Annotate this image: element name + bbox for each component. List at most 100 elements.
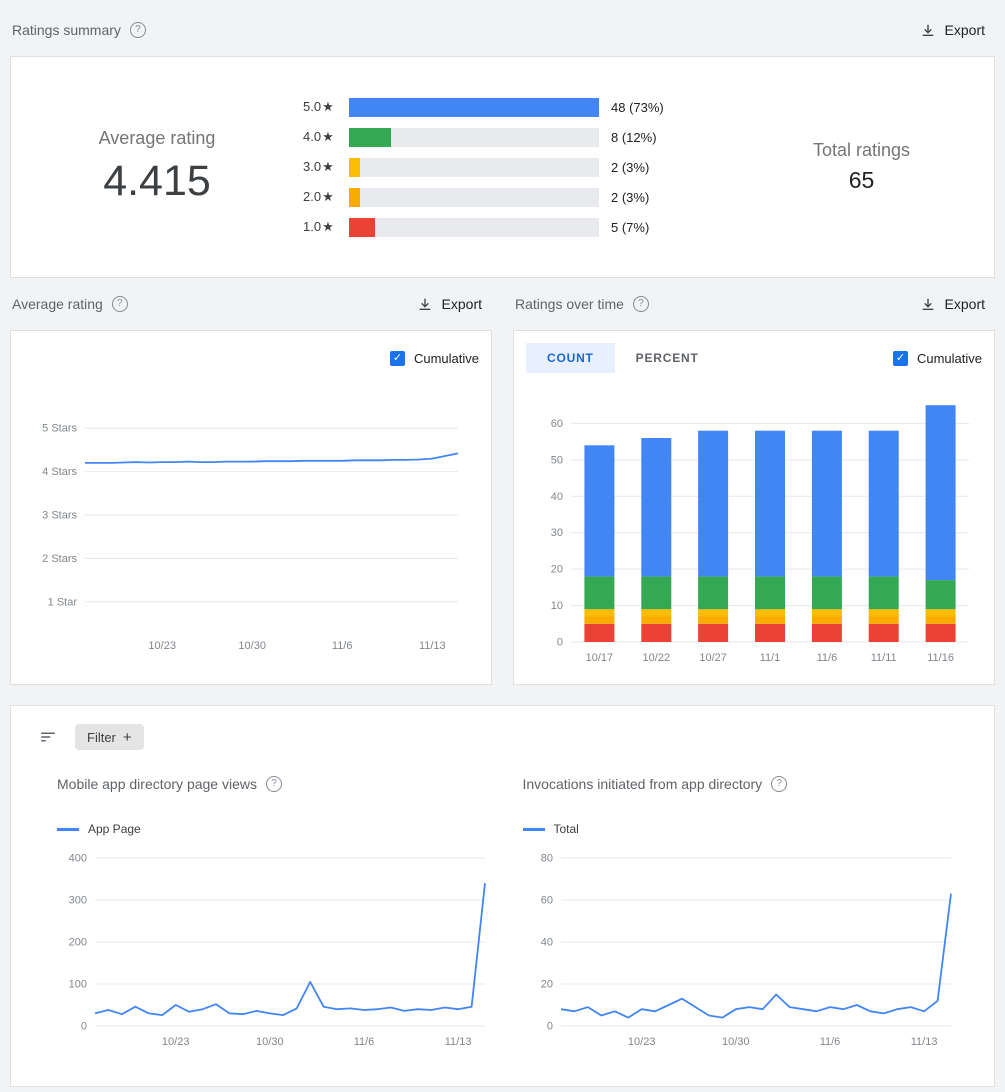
cumulative-checkbox[interactable]: ✓ Cumulative <box>892 350 982 366</box>
cumulative-label: Cumulative <box>413 350 479 366</box>
rating-bar-track <box>349 157 599 177</box>
help-icon[interactable]: ? <box>771 776 788 792</box>
star-icon: ★ <box>322 129 334 144</box>
help-icon[interactable]: ? <box>129 22 146 38</box>
rating-bar-row: 1.0★ 5 (7%) <box>303 212 729 242</box>
rating-count-label: 2 (3%) <box>611 159 650 175</box>
cumulative-checkbox[interactable]: ✓ Cumulative <box>389 350 479 366</box>
filter-list-icon[interactable] <box>39 728 57 746</box>
app-directory-card: Filter + Mobile app directory page views… <box>10 705 995 1087</box>
svg-text:3 Stars: 3 Stars <box>42 510 77 522</box>
invocations-legend: Total <box>522 822 949 836</box>
svg-text:30: 30 <box>551 527 563 539</box>
svg-text:400: 400 <box>69 853 87 865</box>
ratings-over-time-chart-card: COUNT PERCENT ✓ Cumulative 0 10 20 30 40 50 60… <box>513 330 995 685</box>
svg-text:1 Star: 1 Star <box>48 596 78 608</box>
download-icon <box>922 24 933 36</box>
charts-row: Average rating ? Export ✓ Cumulative 5 S… <box>10 278 995 685</box>
legend-line-icon <box>57 827 79 831</box>
rating-bar-row: 5.0★ 48 (73%) <box>303 92 729 122</box>
svg-text:11/6: 11/6 <box>354 1036 375 1048</box>
legend-label: Total <box>553 822 579 836</box>
invocations-title: Invocations initiated from app directory <box>522 776 763 792</box>
rating-bar-fill <box>349 127 391 147</box>
rating-count-label: 8 (12%) <box>611 129 657 145</box>
rating-bar-fill <box>349 97 599 117</box>
ratings-over-time-bar-chart: 0 10 20 30 40 50 60 10/17 10/22 10/27 11/1 11/6 11/1… <box>551 405 969 664</box>
invocations-panel: Invocations initiated from app directory… <box>522 764 952 1065</box>
svg-text:10/23: 10/23 <box>148 640 176 652</box>
svg-text:10/30: 10/30 <box>256 1036 284 1048</box>
svg-text:100: 100 <box>69 979 87 991</box>
bottom-charts-row: Mobile app directory page views ? App Pa… <box>31 764 974 1065</box>
svg-text:0: 0 <box>546 1021 552 1033</box>
star-icon: ★ <box>322 159 334 174</box>
page-views-panel: Mobile app directory page views ? App Pa… <box>57 764 486 1065</box>
rating-stars-label: 1.0★ <box>303 219 334 234</box>
svg-text:0: 0 <box>557 637 563 649</box>
export-button-average-rating[interactable]: Export <box>409 290 490 318</box>
plus-icon: + <box>122 728 132 746</box>
star-icon: ★ <box>322 99 334 114</box>
page-views-legend: App Page <box>57 822 483 836</box>
rating-stars-label: 5.0★ <box>303 99 334 114</box>
rating-bar-track <box>349 187 599 207</box>
export-button-summary[interactable]: Export <box>912 16 993 44</box>
svg-text:11/16: 11/16 <box>927 652 954 664</box>
checkbox-checked-icon: ✓ <box>892 350 908 366</box>
tab-count[interactable]: COUNT <box>526 343 615 373</box>
svg-text:10/22: 10/22 <box>643 652 671 664</box>
rating-stars-label: 2.0★ <box>303 189 334 204</box>
ratings-over-time-header: Ratings over time ? Export <box>513 278 995 330</box>
svg-text:4 Stars: 4 Stars <box>42 466 77 478</box>
star-icon: ★ <box>322 219 334 234</box>
svg-text:0: 0 <box>81 1021 87 1033</box>
legend-line-icon <box>522 827 545 831</box>
rating-stars-label: 3.0★ <box>303 159 334 174</box>
export-label: Export <box>944 22 985 38</box>
svg-text:10/23: 10/23 <box>162 1036 190 1048</box>
svg-text:10/30: 10/30 <box>238 640 266 652</box>
svg-text:2 Stars: 2 Stars <box>42 553 77 565</box>
ratings-summary-header: Ratings summary ? Export <box>10 4 995 56</box>
average-rating-line-chart: 5 Stars 4 Stars 3 Stars 2 Stars 1 Star 10/23 1… <box>42 423 459 652</box>
rating-bar-track <box>349 127 599 147</box>
export-button-ratings-over-time[interactable]: Export <box>912 290 993 318</box>
svg-text:10/23: 10/23 <box>627 1036 655 1048</box>
rating-bar-row: 3.0★ 2 (3%) <box>303 152 729 182</box>
rating-distribution: 5.0★ 48 (73%) 4.0★ 8 (12%) 3.0★ 2 (3%) 2.0★ 2 (… <box>303 92 729 242</box>
checkbox-checked-icon: ✓ <box>389 350 405 366</box>
help-icon[interactable]: ? <box>632 296 649 312</box>
svg-text:11/11: 11/11 <box>871 652 897 664</box>
average-rating-label: Average rating <box>98 128 216 148</box>
svg-text:11/13: 11/13 <box>419 640 446 652</box>
svg-text:40: 40 <box>540 937 552 949</box>
total-ratings-value: 65 <box>848 167 875 193</box>
svg-text:60: 60 <box>540 895 552 907</box>
average-rating-block: Average rating 4.415 <box>11 128 303 206</box>
filter-label: Filter <box>87 729 116 745</box>
download-icon <box>922 298 933 310</box>
svg-text:11/1: 11/1 <box>760 652 781 664</box>
ratings-over-time-panel: Ratings over time ? Export COUNT PERCENT… <box>513 278 995 685</box>
svg-text:10: 10 <box>551 600 563 612</box>
svg-text:40: 40 <box>551 491 563 503</box>
help-icon[interactable]: ? <box>266 776 282 792</box>
rating-count-label: 2 (3%) <box>611 189 650 205</box>
rating-bar-track <box>349 217 599 237</box>
svg-text:300: 300 <box>69 895 87 907</box>
svg-text:11/13: 11/13 <box>445 1036 472 1048</box>
rating-bar-fill <box>349 187 360 207</box>
rating-count-label: 48 (73%) <box>611 99 664 115</box>
svg-text:80: 80 <box>540 853 552 865</box>
svg-text:10/17: 10/17 <box>586 652 614 664</box>
svg-text:11/6: 11/6 <box>819 1036 840 1048</box>
cumulative-label: Cumulative <box>916 350 982 366</box>
total-ratings-block: Total ratings 65 <box>729 140 994 194</box>
svg-text:5 Stars: 5 Stars <box>42 423 77 435</box>
rating-bar-row: 2.0★ 2 (3%) <box>303 182 729 212</box>
filter-chip[interactable]: Filter + <box>75 724 144 750</box>
ratings-summary-card: Average rating 4.415 5.0★ 48 (73%) 4.0★ 8 (… <box>10 56 995 278</box>
help-icon[interactable]: ? <box>111 296 128 312</box>
tab-percent[interactable]: PERCENT <box>635 351 699 365</box>
